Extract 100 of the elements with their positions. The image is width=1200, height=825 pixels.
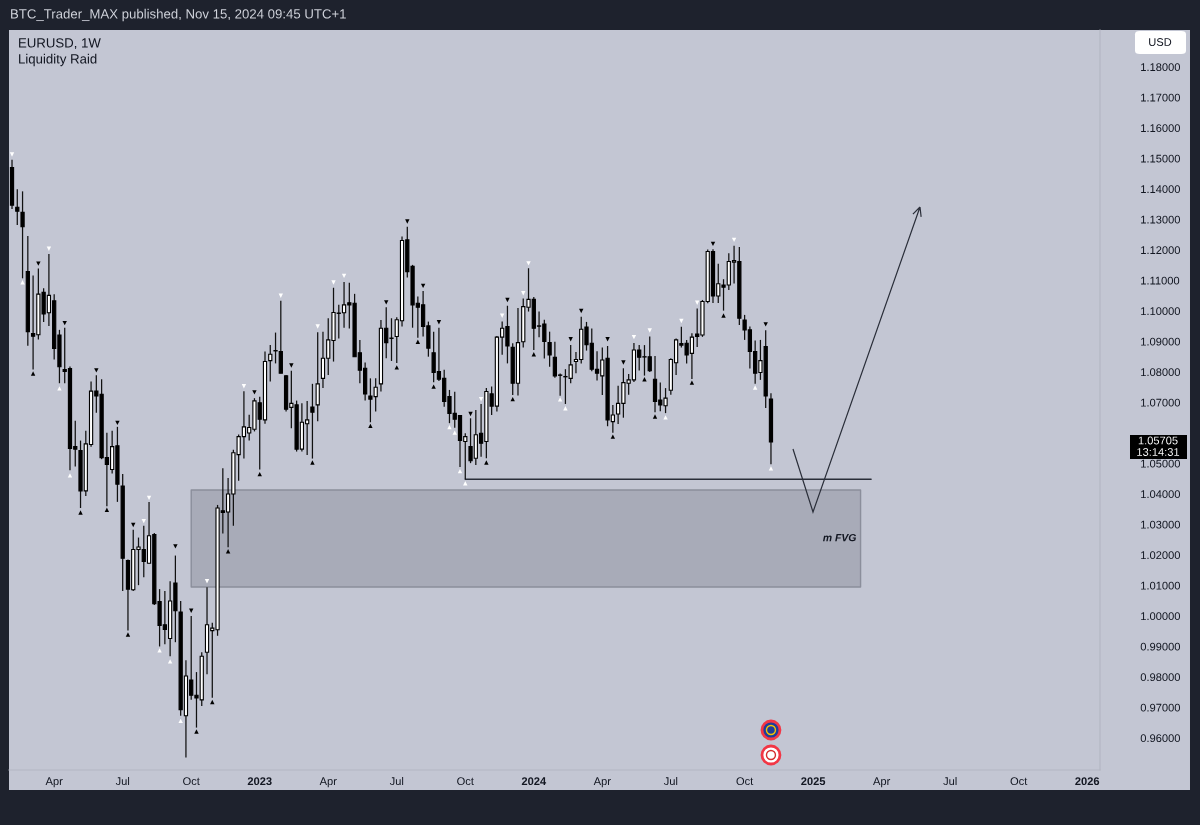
y-tick-label: 1.07000 (1141, 398, 1181, 407)
point (568, 337, 573, 342)
point (289, 363, 294, 368)
point (610, 434, 616, 439)
point (331, 280, 336, 285)
x-tick-label: Jul (663, 776, 678, 786)
point (752, 385, 758, 390)
x-tick-label: 2023 (247, 777, 272, 786)
point (173, 544, 178, 549)
point (62, 320, 67, 326)
x-tick-label: Jul (389, 776, 404, 786)
y-tick-label: 0.97000 (1140, 703, 1181, 712)
x-tick-label: Oct (736, 777, 754, 786)
x-tick-label: 2026 (1075, 777, 1100, 786)
x-tick-label: Jul (115, 776, 130, 786)
point (315, 324, 320, 329)
point (763, 322, 768, 327)
point (405, 219, 410, 224)
y-axis-title: USD (1149, 38, 1172, 46)
text: BTC_Trader_MAX published, Nov 15, 2024 09:45 UTC+1 (11, 8, 346, 22)
x-tick-label: Jul (943, 776, 957, 786)
y-tick-label: 1.03000 (1141, 520, 1181, 529)
x-tick-label: 2025 (801, 777, 826, 786)
point (652, 414, 658, 419)
x-tick-label: Apr (593, 777, 611, 788)
point (210, 699, 215, 705)
candlestick (268, 344, 273, 383)
point (431, 384, 436, 389)
point (484, 460, 489, 465)
point (194, 729, 199, 734)
point (768, 466, 774, 471)
y-tick-label: 0.99000 (1140, 642, 1181, 651)
point (526, 261, 531, 266)
y-tick-label: 1.14000 (1141, 185, 1181, 194)
text: Liquidity Raid (19, 53, 97, 67)
point (521, 291, 526, 296)
y-tick-label: 0.98000 (1140, 673, 1181, 682)
point (252, 390, 257, 395)
y-tick-label: 1.00000 (1141, 612, 1181, 621)
y-tick-label: 1.17000 (1141, 93, 1181, 102)
point (663, 415, 668, 420)
point (310, 460, 315, 465)
point (368, 423, 373, 429)
y-tick-label: 1.12000 (1141, 246, 1181, 255)
point (167, 659, 173, 664)
y-tick-label: 1.16000 (1141, 124, 1181, 133)
point (104, 507, 110, 513)
point (30, 371, 36, 376)
point (452, 430, 457, 435)
point (621, 360, 626, 365)
point (241, 384, 247, 389)
candlestick (547, 331, 552, 368)
point (178, 718, 183, 724)
x-tick-label: Apr (319, 777, 337, 788)
x-tick-label: 2024 (521, 777, 547, 786)
point (94, 368, 99, 373)
point (721, 313, 726, 318)
x-tick-label: Oct (457, 777, 474, 786)
x-tick-label: Oct (1010, 777, 1028, 786)
candlestick (20, 190, 25, 279)
point (647, 328, 652, 333)
candlestick (15, 188, 20, 226)
text: 1.05705 (1138, 436, 1178, 445)
candlestick (315, 331, 320, 422)
point (57, 386, 62, 391)
y-tick-label: 1.04000 (1141, 490, 1181, 499)
y-tick-label: 1.01000 (1141, 581, 1181, 590)
annotation: m FVG (823, 533, 857, 542)
candlestick (552, 341, 558, 379)
point (67, 473, 73, 478)
point (9, 152, 15, 157)
point (631, 334, 637, 340)
point (131, 522, 136, 528)
point (278, 293, 283, 298)
y-tick-label: 1.02000 (1141, 551, 1181, 560)
y-tick-label: 1.09000 (1141, 337, 1181, 346)
point (415, 339, 421, 344)
y-tick-label: 1.15000 (1141, 154, 1181, 163)
point (436, 320, 442, 325)
y-tick-label: 1.13000 (1141, 215, 1181, 224)
point (157, 648, 162, 653)
point (510, 396, 515, 402)
point (384, 300, 389, 305)
y-tick-label: 1.11000 (1141, 276, 1180, 285)
point (36, 261, 41, 266)
y-tick-label: 1.10000 (1141, 307, 1181, 316)
point (689, 380, 695, 385)
y-tick-label: 0.96000 (1140, 734, 1181, 743)
x-tick-label: Apr (45, 777, 63, 788)
point (257, 471, 262, 477)
y-tick-label: 1.18000 (1141, 63, 1181, 72)
point (605, 337, 610, 342)
point (394, 365, 399, 370)
x-tick-label: Oct (183, 777, 200, 786)
text: EURUSD, 1W (19, 38, 101, 50)
point (694, 300, 700, 305)
y-tick-label: 1.05000 (1141, 459, 1181, 468)
candlestick (320, 331, 326, 389)
point (78, 510, 83, 515)
point (579, 308, 584, 314)
